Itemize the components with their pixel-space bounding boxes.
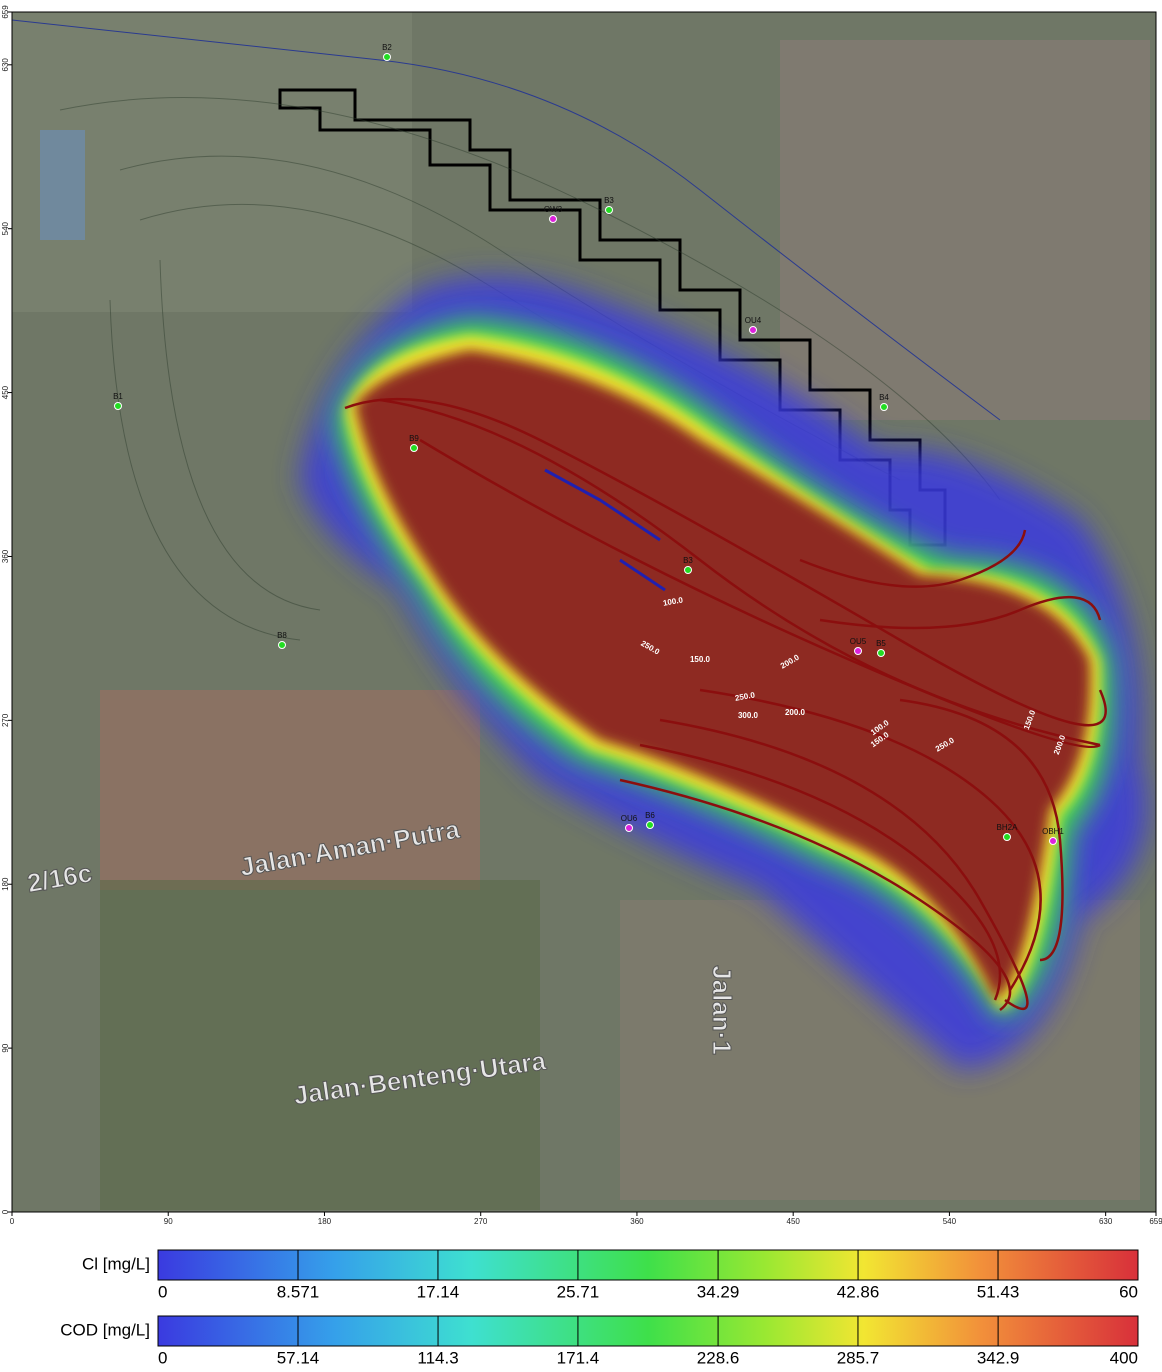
well-label: B2 [382,43,392,52]
legend-tick-label: 171.4 [557,1348,600,1367]
x-tick-label: 659 [1149,1217,1162,1226]
y-tick-label: 450 [1,385,10,399]
well-label: B1 [113,392,123,401]
well-marker [877,649,885,657]
contour-label: 300.0 [738,711,759,720]
x-tick-label: 180 [318,1217,332,1226]
contour-label: 100.0 [662,595,684,607]
legend-tick-label: 342.9 [977,1348,1020,1367]
well-label: B3 [683,556,693,565]
legend-tick-label: 57.14 [277,1348,320,1367]
well-label: B6 [645,811,655,820]
contour-label: 150.0 [690,655,711,664]
y-tick-label: 270 [1,713,10,727]
well-marker [625,824,633,832]
y-tick-label: 540 [1,221,10,235]
well-label: B4 [879,393,889,402]
well-label: OU4 [745,316,762,325]
well-marker [278,641,286,649]
x-tick-label: 630 [1099,1217,1113,1226]
legend-tick-label: 114.3 [417,1348,458,1367]
legend-tick-label: 60 [1119,1282,1138,1301]
well-marker [1003,833,1011,841]
legend-tick-label: 34.29 [697,1282,740,1301]
contour-label: 200.0 [785,708,806,717]
y-tick-label: 180 [1,877,10,891]
well-label: OBH1 [1042,827,1064,836]
well-label: B5 [876,639,886,648]
well-label: OU5 [850,637,867,646]
well-marker [114,402,122,410]
map-area [12,12,1156,1212]
legend-tick-label: 285.7 [837,1348,880,1367]
legend-tick-label: 0 [158,1348,167,1367]
well-marker [1049,837,1057,845]
legend-title: COD [mg/L] [60,1320,150,1339]
well-label: OU6 [621,814,638,823]
y-tick-label: 0 [1,1209,10,1214]
colorbar [157,1249,1139,1281]
well-marker [410,444,418,452]
legend-tick-label: 228.6 [697,1348,740,1367]
x-tick-label: 270 [474,1217,488,1226]
well-marker [854,647,862,655]
legend-tick-label: 25.71 [557,1282,600,1301]
well-marker [605,206,613,214]
legend-title: Cl [mg/L] [82,1254,150,1273]
contour-label: 250.0 [734,690,756,702]
well-label: B3 [604,196,614,205]
colorbar [157,1315,1139,1347]
legend-tick-label: 17.14 [417,1282,460,1301]
well-marker [880,403,888,411]
well-marker [749,326,757,334]
y-tick-label: 360 [1,549,10,563]
well-label: OW3 [544,205,563,214]
street-label: Jalan·1 [707,965,737,1055]
x-tick-label: 450 [787,1217,801,1226]
x-tick-label: 0 [10,1217,15,1226]
well-marker [383,53,391,61]
x-tick-label: 540 [943,1217,957,1226]
legend-tick-label: 42.86 [837,1282,880,1301]
well-label: B9 [409,434,419,443]
well-label: BH2A [997,823,1019,832]
legend-tick-label: 51.43 [977,1282,1020,1301]
legend-tick-label: 400 [1110,1348,1138,1367]
legend-tick-label: 0 [158,1282,167,1301]
well-marker [549,215,557,223]
y-tick-label: 90 [1,1043,10,1052]
x-tick-label: 360 [630,1217,644,1226]
x-tick-label: 90 [164,1217,173,1226]
legend-tick-label: 8.571 [277,1282,320,1301]
y-tick-label: 659 [1,5,10,19]
well-marker [684,566,692,574]
y-tick-label: 630 [1,58,10,72]
well-label: B8 [277,631,287,640]
well-marker [646,821,654,829]
